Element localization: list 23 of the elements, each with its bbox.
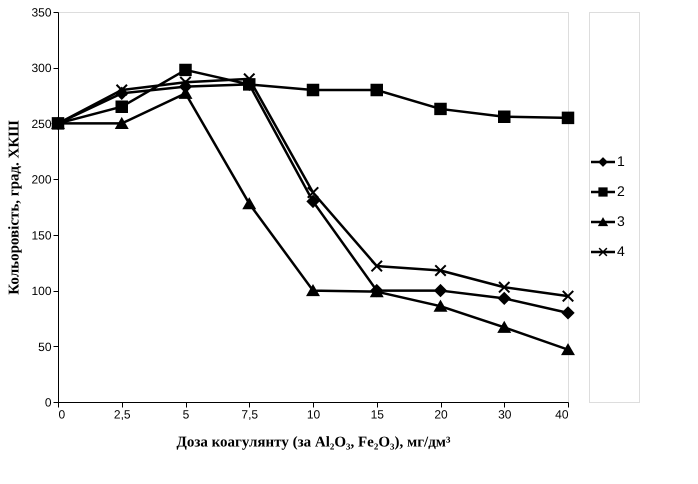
- y-tick-label: 300: [31, 61, 52, 76]
- x-tick-label: 20: [434, 408, 448, 422]
- x-tick-label: 2,5: [114, 408, 131, 422]
- x-axis-title: Доза коагулянту (за Al₂O₃, Fe₂O₃), мг/дм³: [176, 434, 451, 450]
- legend-label: 2: [617, 183, 625, 199]
- x-tick-label: 0: [58, 408, 66, 422]
- y-tick-label: 250: [31, 116, 52, 131]
- y-tick-label: 200: [31, 172, 52, 187]
- y-tick-label: 100: [31, 284, 52, 298]
- y-tick-label: 350: [31, 6, 52, 20]
- legend-label: 1: [617, 153, 625, 169]
- x-tick-label: 30: [498, 408, 512, 422]
- legend-label: 3: [617, 213, 625, 229]
- x-tick-label: 15: [370, 408, 384, 422]
- x-tick-label: 7,5: [241, 408, 258, 422]
- x-tick-label: 5: [182, 408, 190, 422]
- y-tick-label: 0: [44, 396, 52, 410]
- y-tick-label: 150: [31, 228, 52, 242]
- x-tick-label: 40: [555, 408, 569, 422]
- y-axis-title: Кольоровість, град. ХКШ: [6, 120, 22, 295]
- y-tick-label: 50: [38, 340, 52, 354]
- legend-label: 4: [617, 243, 625, 259]
- x-tick-label: 10: [306, 408, 320, 422]
